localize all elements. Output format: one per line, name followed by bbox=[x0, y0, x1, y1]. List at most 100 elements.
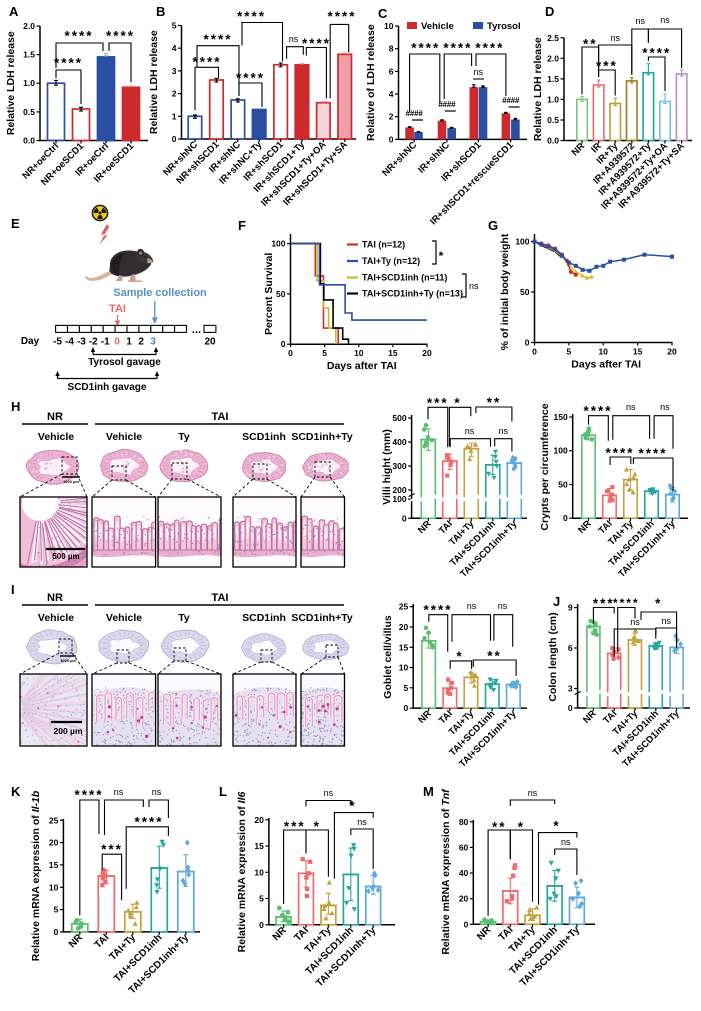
svg-text:***: *** bbox=[101, 842, 123, 857]
svg-text:ns: ns bbox=[660, 15, 670, 25]
svg-text:SCD1inh+Ty: SCD1inh+Ty bbox=[291, 612, 353, 624]
svg-text:15: 15 bbox=[633, 347, 643, 357]
svg-text:0: 0 bbox=[172, 134, 177, 144]
svg-text:-1: -1 bbox=[101, 337, 110, 348]
svg-text:2.0: 2.0 bbox=[547, 53, 559, 63]
svg-text:Ty: Ty bbox=[178, 431, 190, 443]
svg-text:50: 50 bbox=[520, 287, 530, 297]
svg-text:2.0: 2.0 bbox=[23, 21, 35, 31]
svg-text:ns: ns bbox=[289, 34, 299, 44]
svg-text:ns: ns bbox=[357, 817, 367, 827]
svg-text:2: 2 bbox=[389, 112, 394, 122]
svg-text:25: 25 bbox=[49, 815, 59, 825]
svg-text:1.5: 1.5 bbox=[547, 74, 559, 84]
svg-text:10: 10 bbox=[49, 882, 59, 892]
svg-text:****: **** bbox=[54, 55, 83, 70]
svg-text:Villi hight (mm): Villi hight (mm) bbox=[381, 429, 393, 505]
svg-text:80: 80 bbox=[459, 817, 469, 827]
svg-text:40: 40 bbox=[459, 868, 469, 878]
svg-text:####: #### bbox=[438, 100, 456, 109]
svg-text:-4: -4 bbox=[65, 337, 74, 348]
svg-text:0: 0 bbox=[532, 347, 537, 357]
svg-text:***: *** bbox=[596, 58, 618, 73]
svg-text:0.0: 0.0 bbox=[23, 136, 35, 146]
svg-text:5: 5 bbox=[172, 21, 177, 31]
svg-text:1.5: 1.5 bbox=[23, 50, 35, 60]
svg-text:50: 50 bbox=[276, 289, 286, 299]
svg-text:ns: ns bbox=[635, 16, 645, 26]
svg-text:1: 1 bbox=[172, 111, 177, 121]
svg-text:0.5: 0.5 bbox=[547, 115, 559, 125]
svg-text:*: * bbox=[518, 819, 525, 834]
svg-text:SCD1inh+Ty: SCD1inh+Ty bbox=[291, 431, 353, 443]
svg-text:0: 0 bbox=[402, 513, 407, 523]
svg-text:*: * bbox=[553, 818, 560, 833]
svg-text:SCD1inh: SCD1inh bbox=[242, 431, 286, 443]
svg-text:200 µm: 200 µm bbox=[54, 726, 83, 736]
svg-text:% of initial body weight: % of initial body weight bbox=[499, 233, 511, 350]
svg-text:M: M bbox=[423, 784, 434, 799]
svg-text:20: 20 bbox=[204, 337, 216, 348]
svg-text:****: **** bbox=[638, 446, 667, 461]
svg-text:...: ... bbox=[192, 324, 201, 336]
svg-text:****: **** bbox=[106, 28, 135, 43]
svg-text:400: 400 bbox=[392, 437, 406, 447]
svg-text:-5: -5 bbox=[53, 337, 62, 348]
svg-text:0: 0 bbox=[259, 920, 264, 930]
svg-text:Crypts per circumference: Crypts per circumference bbox=[539, 403, 551, 530]
svg-text:20: 20 bbox=[254, 815, 264, 825]
svg-text:9: 9 bbox=[568, 603, 573, 613]
svg-text:Vehicle: Vehicle bbox=[38, 612, 74, 624]
svg-text:Days after TAI: Days after TAI bbox=[571, 359, 641, 371]
svg-text:Day: Day bbox=[21, 336, 40, 347]
svg-text:Tyrosol: Tyrosol bbox=[487, 21, 521, 32]
svg-text:-3: -3 bbox=[77, 337, 86, 348]
svg-text:TAI: TAI bbox=[212, 411, 229, 423]
svg-text:3: 3 bbox=[568, 684, 573, 694]
svg-text:ns: ns bbox=[499, 426, 509, 436]
svg-text:0.0: 0.0 bbox=[547, 136, 559, 146]
svg-text:ns: ns bbox=[467, 601, 477, 611]
svg-text:Vehicle: Vehicle bbox=[421, 21, 454, 32]
svg-text:B: B bbox=[156, 4, 165, 19]
svg-text:20: 20 bbox=[49, 838, 59, 848]
svg-text:****: **** bbox=[443, 40, 472, 55]
svg-text:0: 0 bbox=[288, 348, 293, 358]
svg-text:ns: ns bbox=[610, 33, 620, 43]
svg-text:4: 4 bbox=[172, 43, 177, 53]
svg-text:100: 100 bbox=[271, 239, 285, 249]
svg-text:L: L bbox=[219, 784, 227, 799]
svg-text:SCD1inh: SCD1inh bbox=[242, 612, 286, 624]
svg-text:0: 0 bbox=[281, 339, 286, 349]
svg-text:ns: ns bbox=[474, 67, 484, 77]
svg-text:4: 4 bbox=[389, 89, 394, 99]
svg-text:2.5: 2.5 bbox=[547, 33, 559, 43]
svg-text:3: 3 bbox=[150, 337, 156, 348]
svg-text:***: *** bbox=[284, 819, 306, 834]
svg-text:ns: ns bbox=[660, 402, 670, 412]
svg-text:****: **** bbox=[583, 404, 612, 419]
svg-text:5: 5 bbox=[567, 347, 572, 357]
svg-text:****: **** bbox=[423, 603, 452, 618]
svg-text:****: **** bbox=[642, 45, 671, 60]
svg-text:200: 200 bbox=[392, 485, 406, 495]
svg-text:500: 500 bbox=[392, 413, 406, 423]
svg-text:20: 20 bbox=[459, 894, 469, 904]
svg-text:****: **** bbox=[237, 9, 266, 24]
svg-text:15: 15 bbox=[399, 642, 409, 652]
svg-text:5: 5 bbox=[54, 905, 59, 915]
svg-text:Vehicle: Vehicle bbox=[106, 431, 142, 443]
svg-text:15: 15 bbox=[388, 348, 398, 358]
svg-text:G: G bbox=[488, 218, 498, 233]
svg-text:****: **** bbox=[134, 814, 163, 829]
svg-text:*: * bbox=[456, 649, 463, 664]
svg-text:20: 20 bbox=[422, 348, 432, 358]
svg-text:TAI+SCD1inh (n=11): TAI+SCD1inh (n=11) bbox=[362, 273, 447, 283]
svg-text:A: A bbox=[9, 4, 19, 19]
svg-text:Relative LDH release: Relative LDH release bbox=[532, 37, 544, 141]
svg-text:0: 0 bbox=[403, 703, 408, 713]
svg-text:Tyrosol gavage: Tyrosol gavage bbox=[88, 357, 161, 368]
svg-text:Percent Survival: Percent Survival bbox=[263, 253, 275, 335]
svg-text:E: E bbox=[11, 216, 20, 231]
svg-text:Relative mRNA expression of Il: Relative mRNA expression of Il6 bbox=[236, 792, 248, 953]
